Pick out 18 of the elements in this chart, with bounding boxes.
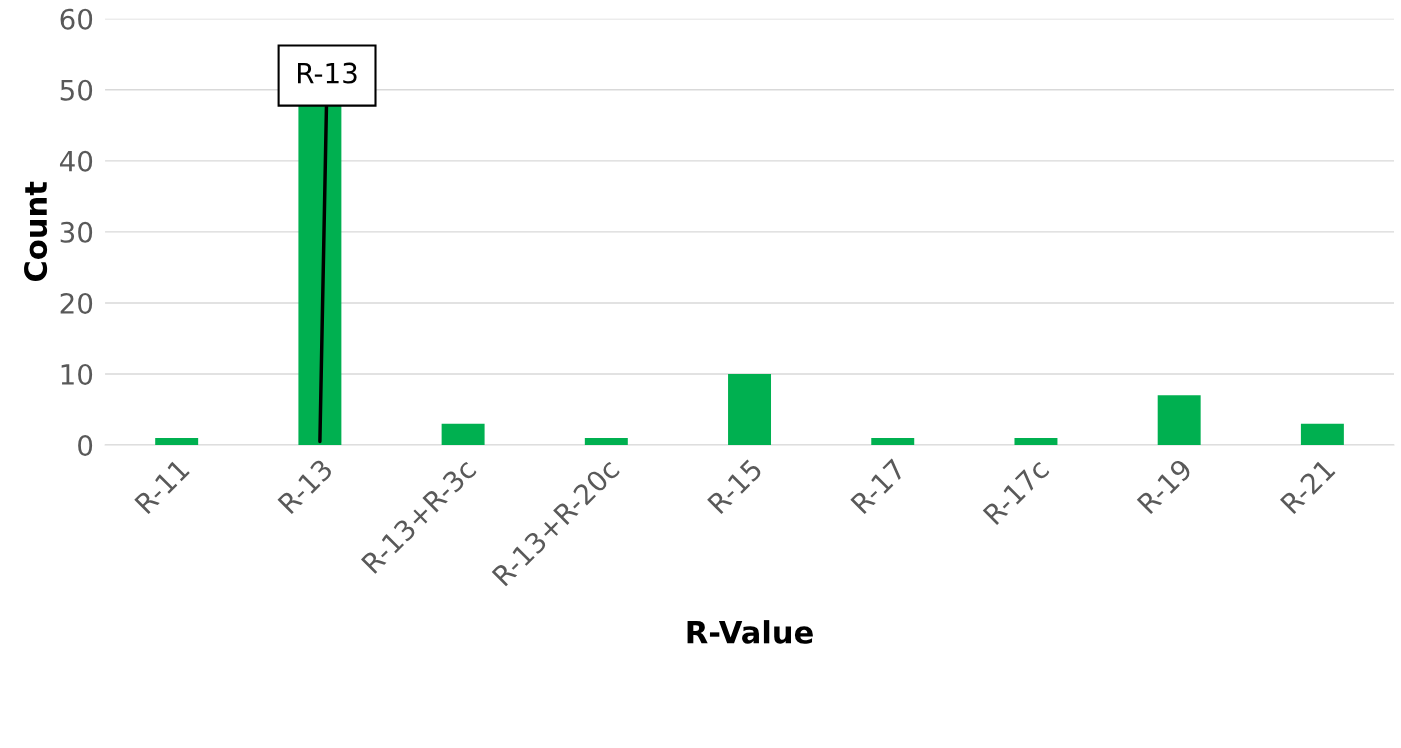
bar bbox=[1157, 395, 1201, 446]
bar bbox=[1300, 423, 1344, 446]
y-axis-title: Count bbox=[24, 181, 48, 282]
y-tick-label: 0 bbox=[78, 435, 93, 457]
bar bbox=[871, 437, 915, 446]
bar bbox=[441, 423, 485, 446]
bar bbox=[155, 437, 199, 446]
y-tick-label: 50 bbox=[60, 79, 93, 101]
annotation: R-13 bbox=[298, 62, 357, 84]
y-tick-label: 20 bbox=[60, 292, 93, 314]
x-axis-title: R-Value bbox=[687, 620, 813, 644]
bar bbox=[1014, 437, 1058, 446]
y-tick-label: 10 bbox=[61, 363, 93, 385]
y-tick-label: 60 bbox=[60, 8, 93, 30]
y-tick-label: 30 bbox=[60, 221, 93, 243]
y-tick-label: 40 bbox=[59, 150, 93, 172]
bar bbox=[728, 374, 772, 446]
bar bbox=[584, 437, 628, 446]
